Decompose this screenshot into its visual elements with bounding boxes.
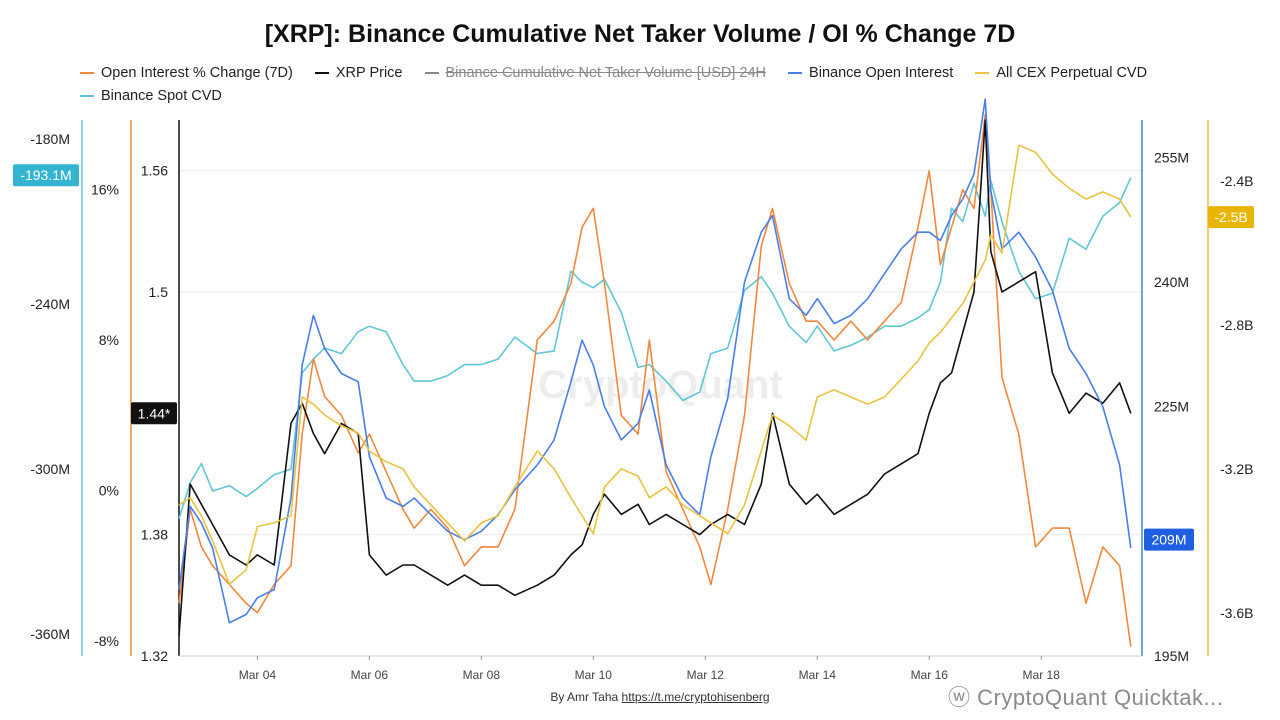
marker-label-price: 1.44* xyxy=(138,405,171,421)
legend-label-binance-oi: Binance Open Interest xyxy=(809,65,954,81)
legend-label-net-taker-volume: Binance Cumulative Net Taker Volume [USD… xyxy=(445,65,767,81)
series-line-open-interest-change-7d- xyxy=(178,113,1132,647)
axis-tick-oi_change-2: 0% xyxy=(99,482,119,498)
chart-watermark: CryptoQuant xyxy=(538,363,782,407)
axis-tick-open_interest-0: 255M xyxy=(1154,149,1189,165)
axis-tick-perp_cvd-3: -3.6B xyxy=(1220,605,1253,621)
series-line-binance-spot-cvd xyxy=(178,177,1132,519)
axis-tick-price-0: 1.56 xyxy=(141,163,168,179)
x-tick-label-7: Mar 18 xyxy=(1023,668,1061,682)
marker-label-open_interest: 209M xyxy=(1151,532,1186,548)
marker-box-price xyxy=(131,402,177,425)
series-line-xrp-price xyxy=(178,119,1132,636)
legend-label-perp-cvd: All CEX Perpetual CVD xyxy=(996,65,1148,81)
axis-tick-spot_cvd-1: -240M xyxy=(30,296,70,312)
axis-tick-price-2: 1.38 xyxy=(141,527,168,543)
legend-item-perp-cvd[interactable]: All CEX Perpetual CVD xyxy=(975,65,1147,81)
axis-tick-spot_cvd-2: -300M xyxy=(30,461,70,477)
legend-item-spot-cvd[interactable]: Binance Spot CVD xyxy=(80,88,222,104)
marker-label-perp_cvd: -2.5B xyxy=(1214,209,1247,225)
x-tick-label-1: Mar 06 xyxy=(351,668,389,682)
legend: Open Interest % Change (7D) XRP Price Bi… xyxy=(80,62,1220,108)
axis-tick-perp_cvd-1: -2.8B xyxy=(1220,317,1253,333)
axis-tick-open_interest-1: 240M xyxy=(1154,274,1189,290)
marker-box-spot_cvd xyxy=(13,164,79,187)
byline: By Amr Taha https://t.me/cryptohisenberg xyxy=(0,690,1280,704)
legend-swatch-net-taker-volume xyxy=(424,72,439,74)
axis-tick-perp_cvd-2: -3.2B xyxy=(1220,461,1253,477)
byline-link[interactable]: https://t.me/cryptohisenberg xyxy=(621,690,770,704)
legend-swatch-xrp-price xyxy=(314,72,329,74)
legend-swatch-binance-oi xyxy=(788,72,803,74)
x-tick-label-5: Mar 14 xyxy=(799,668,837,682)
axis-tick-spot_cvd-3: -360M xyxy=(30,626,70,642)
axis-tick-price-3: 1.32 xyxy=(141,648,168,664)
legend-item-net-taker-volume[interactable]: Binance Cumulative Net Taker Volume [USD… xyxy=(424,65,767,81)
axis-tick-perp_cvd-0: -2.4B xyxy=(1220,173,1253,189)
x-tick-label-3: Mar 10 xyxy=(575,668,613,682)
marker-label-spot_cvd: -193.1M xyxy=(20,167,71,183)
x-tick-label-2: Mar 08 xyxy=(463,668,501,682)
x-tick-label-6: Mar 16 xyxy=(911,668,949,682)
axis-tick-oi_change-3: -8% xyxy=(94,633,119,649)
legend-label-xrp-price: XRP Price xyxy=(335,65,403,81)
axis-tick-oi_change-1: 8% xyxy=(99,332,119,348)
marker-box-perp_cvd xyxy=(1208,206,1254,229)
chart-title: [XRP]: Binance Cumulative Net Taker Volu… xyxy=(264,20,1016,48)
series-line-all-cex-perpetual-cvd xyxy=(178,144,1132,585)
legend-item-xrp-price[interactable]: XRP Price xyxy=(314,65,403,81)
legend-item-binance-oi[interactable]: Binance Open Interest xyxy=(788,65,953,81)
legend-swatch-perp-cvd xyxy=(975,72,990,74)
x-tick-label-4: Mar 12 xyxy=(687,668,725,682)
marker-box-open_interest xyxy=(1144,528,1194,551)
axis-tick-open_interest-3: 195M xyxy=(1154,648,1189,664)
footer-watermark: ⓦ CryptoQuant Quicktak... xyxy=(948,685,1224,710)
legend-swatch-oi-change xyxy=(80,72,94,74)
axis-tick-open_interest-2: 225M xyxy=(1154,399,1189,415)
axis-tick-oi_change-0: 16% xyxy=(91,182,119,198)
axis-tick-spot_cvd-0: -180M xyxy=(30,131,70,147)
series-line-binance-open-interest xyxy=(178,98,1132,624)
legend-label-spot-cvd: Binance Spot CVD xyxy=(101,88,222,104)
axis-tick-price-1: 1.5 xyxy=(149,284,169,300)
byline-author: By Amr Taha xyxy=(550,690,619,704)
legend-swatch-spot-cvd xyxy=(80,95,94,97)
legend-item-oi-change[interactable]: Open Interest % Change (7D) xyxy=(80,65,293,81)
legend-label-oi-change: Open Interest % Change (7D) xyxy=(101,65,293,81)
x-tick-label-0: Mar 04 xyxy=(239,668,277,682)
